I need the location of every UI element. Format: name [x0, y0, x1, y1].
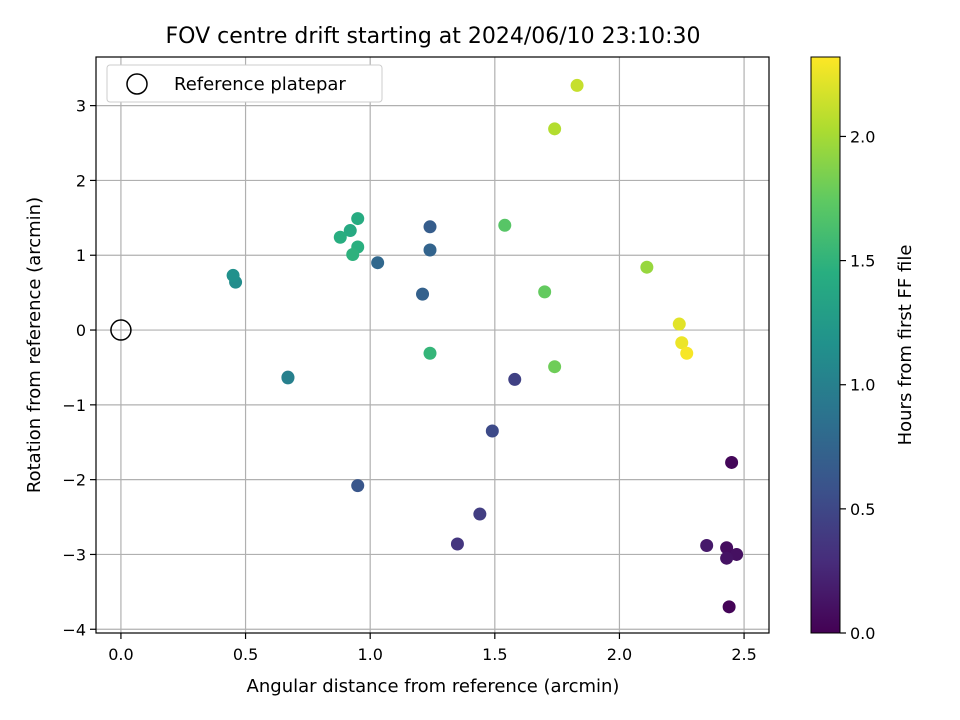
data-point — [720, 541, 734, 555]
grid — [96, 57, 769, 633]
plot-area-frame — [95, 56, 770, 634]
colorbar-tick-label: 0.0 — [850, 624, 875, 643]
y-tick-label: 1 — [76, 246, 86, 265]
x-tick-label: 1.0 — [357, 645, 382, 664]
colorbar-tick-label: 2.0 — [850, 127, 875, 146]
data-point — [351, 212, 365, 226]
y-axis: −4 −3 −2 −1 0 1 2 3 — [62, 97, 96, 639]
data-point — [485, 424, 499, 438]
y-tick-label: 2 — [76, 171, 86, 190]
y-axis-label: Rotation from reference (arcmin) — [24, 197, 45, 493]
reference-point-marker — [110, 319, 132, 341]
data-point — [423, 243, 437, 257]
y-tick-label: 3 — [76, 97, 86, 116]
data-point — [700, 538, 714, 552]
colorbar-ticks: 0.0 0.5 1.0 1.5 2.0 — [840, 127, 875, 643]
data-point — [730, 547, 744, 561]
x-axis: 0.0 0.5 1.0 1.5 2.0 2.5 — [108, 633, 757, 664]
colorbar-tick-label: 1.5 — [850, 252, 875, 271]
x-tick-label: 0.5 — [233, 645, 258, 664]
data-point — [672, 317, 686, 331]
scatter-points — [110, 78, 744, 614]
legend: Reference platepar — [106, 64, 383, 103]
y-tick-label: −2 — [62, 471, 86, 490]
colorbar-label: Hours from first FF file — [895, 245, 916, 446]
colorbar: 0.0 0.5 1.0 1.5 2.0 Hours from first FF file — [810, 56, 916, 643]
colorbar-tick-label: 0.5 — [850, 500, 875, 519]
data-point — [725, 455, 739, 469]
legend-box — [106, 64, 383, 103]
data-point — [548, 122, 562, 136]
data-point — [570, 78, 584, 92]
y-tick-label: 0 — [76, 321, 86, 340]
y-tick-label: −4 — [62, 620, 86, 639]
data-point — [281, 371, 295, 385]
data-point — [498, 218, 512, 232]
x-tick-label: 2.5 — [731, 645, 756, 664]
data-point — [720, 551, 734, 565]
data-point — [423, 346, 437, 360]
data-point — [640, 260, 654, 274]
data-point — [680, 346, 694, 360]
data-point — [226, 268, 240, 282]
x-tick-label: 2.0 — [607, 645, 632, 664]
data-point — [423, 220, 437, 234]
data-point — [538, 285, 552, 299]
data-point — [722, 600, 736, 614]
data-point — [675, 336, 689, 350]
x-axis-label: Angular distance from reference (arcmin) — [247, 676, 620, 697]
data-point — [450, 537, 464, 551]
chart-title: FOV centre drift starting at 2024/06/10 … — [166, 24, 701, 49]
colorbar-tick-label: 1.0 — [850, 376, 875, 395]
data-point — [548, 360, 562, 374]
x-tick-label: 1.5 — [482, 645, 507, 664]
data-point — [416, 287, 430, 301]
data-point — [346, 247, 360, 261]
y-tick-label: −3 — [62, 545, 86, 564]
y-tick-label: −1 — [62, 396, 86, 415]
data-point — [351, 479, 365, 493]
x-tick-label: 0.0 — [108, 645, 133, 664]
data-point — [333, 230, 347, 244]
legend-reference-marker — [126, 73, 148, 95]
data-point — [508, 372, 522, 386]
data-point — [371, 256, 385, 270]
colorbar-gradient — [810, 56, 841, 634]
legend-reference-label: Reference platepar — [174, 74, 346, 95]
data-point — [473, 507, 487, 521]
data-point — [343, 224, 357, 238]
